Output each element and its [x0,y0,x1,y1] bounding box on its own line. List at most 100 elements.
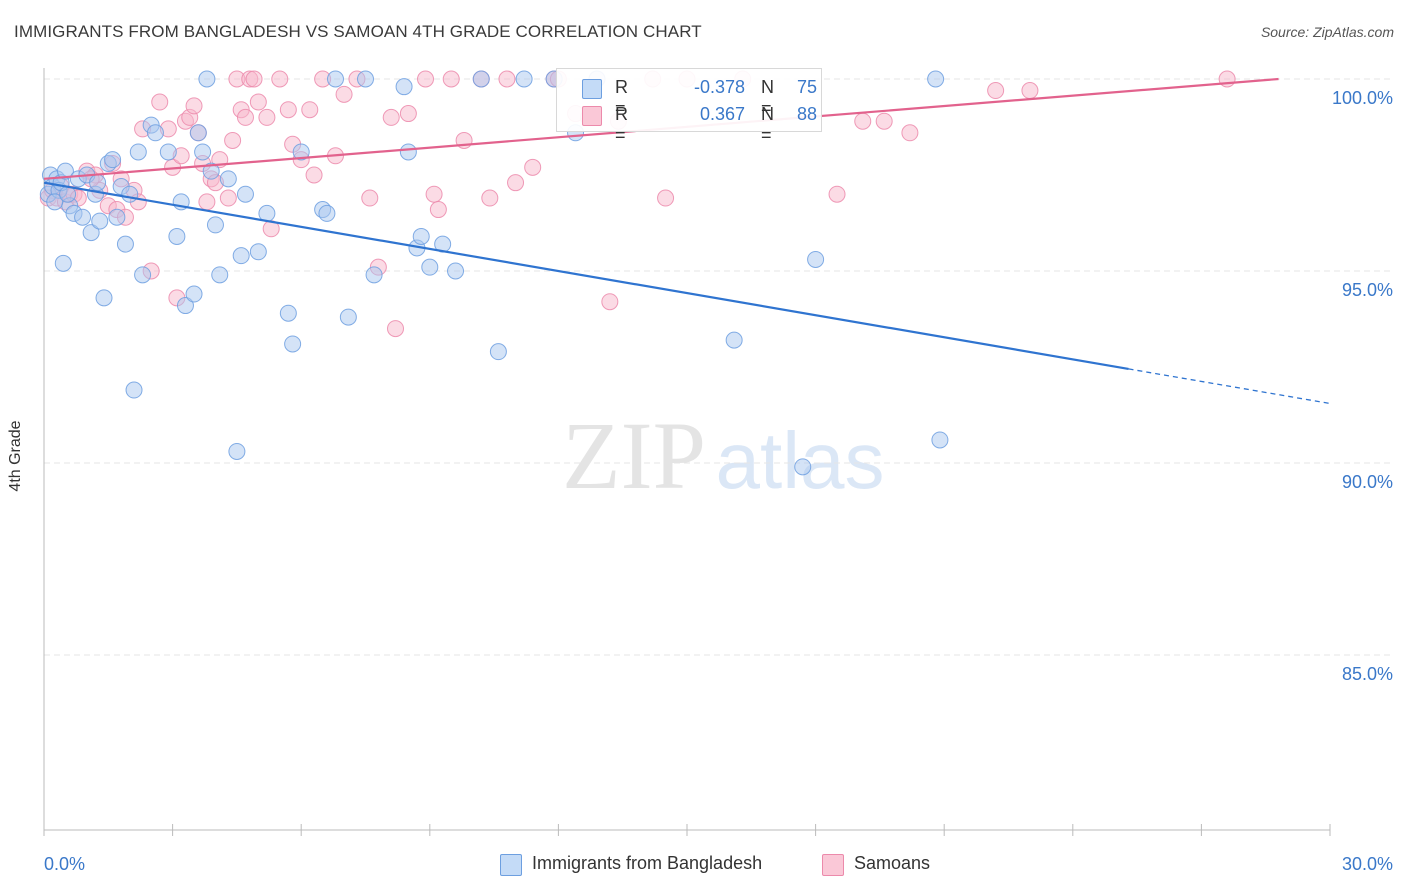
bangladesh-point [206,216,224,234]
legend-n-label: N = [761,77,774,118]
chart-source: Source: ZipAtlas.com [1260,24,1394,40]
bangladesh-point [56,162,74,180]
bangladesh-point [54,254,72,272]
bangladesh-point [198,70,216,88]
samoan-point [335,85,353,103]
samoan-point [224,131,242,149]
samoan-point [236,108,254,126]
bangladesh-point [95,289,113,307]
series-bangladesh [39,70,949,476]
bangladesh-point [725,331,743,349]
legend-r-label: R = [615,77,628,118]
bangladesh-point [108,208,126,226]
bangladesh-point [129,143,147,161]
bangladesh-point [46,193,64,211]
y-tick-label: 90.0% [1342,472,1393,492]
bangladesh-point [931,431,949,449]
bangladesh-point [168,227,186,245]
samoan-point [387,320,405,338]
chart-title: IMMIGRANTS FROM BANGLADESH VS SAMOAN 4TH… [14,22,702,41]
legend-n-value: 75 [797,77,818,97]
samoan-point [382,108,400,126]
samoan-point [151,93,169,111]
samoan-point [1021,82,1039,100]
bangladesh-point [89,174,107,192]
bangladesh-point [236,185,254,203]
bangladesh-point [326,70,344,88]
samoan-point [245,70,263,88]
bangladesh-point [159,143,177,161]
bangladesh-point [421,258,439,276]
samoan-point [305,166,323,184]
bangladesh-point [219,170,237,188]
bangladesh-point [74,208,92,226]
samoan-point [258,108,276,126]
bangladesh-point [228,442,246,460]
samoan-point [875,112,893,130]
bangladesh-point [807,250,825,268]
bangladesh-point [357,70,374,88]
bangladesh-point [412,227,430,245]
bangladesh-point [202,162,220,180]
trend-line-bangladesh-extension [1128,368,1331,405]
samoan-point [185,97,203,115]
samoan-point [425,185,443,203]
samoan-point [524,158,542,176]
legend-n-value: 88 [797,104,818,124]
samoan-point [854,112,872,130]
samoan-point [279,101,297,119]
samoan-point [361,189,379,207]
bangladesh-point [515,70,533,88]
legend-swatch-blue [500,854,522,876]
bangladesh-point [121,185,139,203]
x-tick-label: 0.0% [44,854,85,874]
bangladesh-point [292,143,310,161]
bangladesh-point [339,308,357,326]
samoan-point [417,70,435,88]
legend-r-value: -0.378 [693,77,745,97]
bangladesh-point [249,243,267,261]
bangladesh-point [91,212,109,230]
legend-label-bangladesh: Immigrants from Bangladesh [532,853,763,873]
bangladesh-point [399,143,417,161]
samoan-point [498,70,516,88]
bangladesh-point [794,458,812,476]
trend-line-bangladesh [43,181,1129,371]
legend-r-value: 0.367 [699,104,745,124]
bangladesh-point [365,266,383,284]
samoan-point [271,70,289,88]
legend-swatch-pink [822,854,844,876]
bangladesh-point [279,304,297,322]
samoan-point [442,70,460,88]
bangladesh-point [232,247,250,265]
samoan-point [198,193,216,211]
bangladesh-point [189,124,207,142]
samoan-point [987,82,1005,100]
bangladesh-point [395,78,413,96]
bangladesh-point [211,266,229,284]
stats-legend: R = -0.378 N = 75 R = 0.367 N = 88 [556,68,822,145]
bangladesh-point [104,151,122,169]
bangladesh-point [194,143,212,161]
legend-n-label: N = [761,104,774,145]
bangladesh-point [447,262,465,280]
samoan-point [601,293,619,311]
y-tick-label: 95.0% [1342,280,1393,300]
bangladesh-point [176,297,194,315]
bangladesh-point [927,70,945,88]
watermark: ZIP atlas [562,402,884,509]
x-tick-label: 30.0% [1342,854,1393,874]
bangladesh-point [185,285,203,303]
legend-swatch-pink [582,106,602,126]
bangladesh-point [318,204,336,222]
samoan-point [219,189,237,207]
samoan-point [481,189,499,207]
legend-r-label: R = [615,104,628,145]
samoan-point [429,201,447,219]
samoan-point [249,93,267,111]
samoan-point [901,124,919,142]
y-tick-label: 100.0% [1332,88,1393,108]
grid [44,78,1394,656]
y-tick-label: 85.0% [1342,664,1393,684]
